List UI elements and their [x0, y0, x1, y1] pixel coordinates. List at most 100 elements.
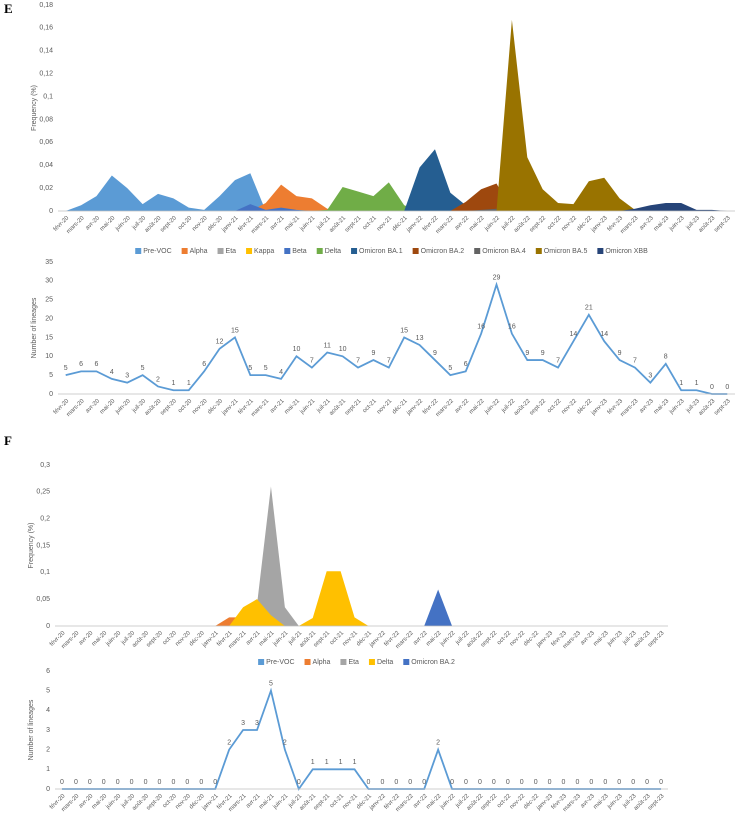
data-label: 10 [293, 346, 301, 353]
data-label: 7 [387, 357, 391, 364]
data-label: 6 [79, 361, 83, 368]
data-label: 3 [255, 720, 259, 727]
data-label: 0 [631, 779, 635, 786]
x-tick-label: juin-22 [483, 398, 501, 416]
data-label: 1 [171, 380, 175, 387]
y-tick-label: 0 [46, 623, 50, 630]
y-tick-label: 0,14 [39, 48, 53, 55]
x-tick-label: nov-20 [191, 398, 209, 416]
area [65, 173, 266, 211]
x-tick-label: sept-22 [480, 630, 499, 649]
data-label: 0 [116, 779, 120, 786]
y-tick-label: 0 [49, 391, 53, 398]
data-label: 7 [356, 357, 360, 364]
x-tick-label: sept-21 [344, 215, 363, 234]
legend-swatch [597, 248, 604, 254]
x-tick-label: mars-20 [66, 398, 86, 418]
x-tick-label: mars-22 [435, 398, 455, 418]
data-label: 1 [187, 380, 191, 387]
data-label: 2 [283, 740, 287, 747]
data-label: 2 [436, 740, 440, 747]
y-tick-label: 0,05 [36, 596, 50, 603]
area [496, 19, 651, 211]
data-label: 9 [541, 350, 545, 357]
x-tick-label: nov-21 [376, 215, 394, 233]
legend-label: Delta [377, 659, 393, 666]
y-tick-label: 1 [46, 766, 50, 773]
data-label: 15 [400, 327, 408, 334]
x-tick-label: sept-23 [713, 398, 732, 417]
legend-label: Omicron BA.1 [359, 248, 403, 255]
x-tick-label: nov-20 [191, 215, 209, 233]
x-tick-label: sept-22 [529, 215, 548, 234]
legend-label: Omicron XBB [605, 248, 648, 255]
x-tick-label: nov-21 [376, 398, 394, 416]
y-tick-label: 3 [46, 727, 50, 734]
data-label: 2 [227, 740, 231, 747]
data-label: 0 [144, 779, 148, 786]
y-tick-label: 35 [45, 259, 53, 266]
data-label: 29 [493, 274, 501, 281]
data-label: 1 [679, 380, 683, 387]
x-tick-label: sept-20 [146, 793, 165, 812]
y-axis-title: Frequency (%) [28, 523, 35, 569]
area [229, 571, 369, 626]
data-label: 8 [664, 354, 668, 361]
x-tick-label: sept-20 [160, 398, 179, 417]
legend-swatch [246, 248, 253, 254]
x-tick-label: mai-23 [653, 215, 671, 233]
data-label: 0 [575, 779, 579, 786]
y-axis-title: Number of lineages [31, 297, 38, 358]
data-label: 0 [380, 779, 384, 786]
x-tick-label: juin-23 [606, 793, 624, 811]
data-label: 0 [130, 779, 134, 786]
legend-swatch [340, 659, 347, 665]
y-tick-label: 0,18 [39, 2, 53, 9]
x-tick-label: juin-21 [272, 630, 290, 648]
x-tick-label: janv-21 [221, 215, 240, 234]
y-tick-label: 0 [49, 208, 53, 215]
y-tick-label: 0,25 [36, 489, 50, 496]
x-tick-label: juin-23 [668, 215, 686, 233]
x-tick-label: janv-23 [590, 398, 609, 417]
area [450, 183, 512, 211]
data-label: 9 [525, 350, 529, 357]
data-label: 10 [339, 346, 347, 353]
x-tick-label: sept-23 [713, 215, 732, 234]
legend-label: Eta [348, 659, 359, 666]
data-label: 0 [725, 384, 729, 391]
area [250, 184, 343, 211]
y-tick-label: 4 [46, 707, 50, 714]
legend-label: Omicron BA.5 [544, 248, 588, 255]
data-label: 0 [158, 779, 162, 786]
data-label: 13 [416, 335, 424, 342]
panel-label: F [4, 433, 12, 448]
legend-label: Eta [226, 248, 237, 255]
x-tick-label: juin-20 [105, 793, 123, 811]
data-label: 0 [171, 779, 175, 786]
legend-swatch [474, 248, 481, 254]
x-tick-label: mars-21 [250, 215, 270, 235]
legend-swatch [135, 248, 142, 254]
data-label: 0 [213, 779, 217, 786]
data-label: 16 [477, 324, 485, 331]
y-tick-label: 0,02 [39, 185, 53, 192]
y-tick-label: 30 [45, 278, 53, 285]
x-tick-label: nov-22 [561, 398, 579, 416]
x-tick-label: juin-21 [272, 793, 290, 811]
x-tick-label: mars-21 [250, 398, 270, 418]
y-axis-title: Number of lineages [28, 699, 35, 760]
area [619, 202, 728, 211]
data-label: 0 [199, 779, 203, 786]
x-tick-label: janv-22 [405, 215, 424, 234]
data-label: 7 [633, 357, 637, 364]
x-tick-label: mars-23 [620, 398, 640, 418]
y-axis-title: Frequency (%) [31, 85, 38, 131]
data-label: 7 [556, 357, 560, 364]
data-label: 0 [492, 779, 496, 786]
y-tick-label: 5 [46, 688, 50, 695]
data-label: 12 [216, 339, 224, 346]
y-tick-label: 5 [49, 372, 53, 379]
data-label: 1 [339, 759, 343, 766]
